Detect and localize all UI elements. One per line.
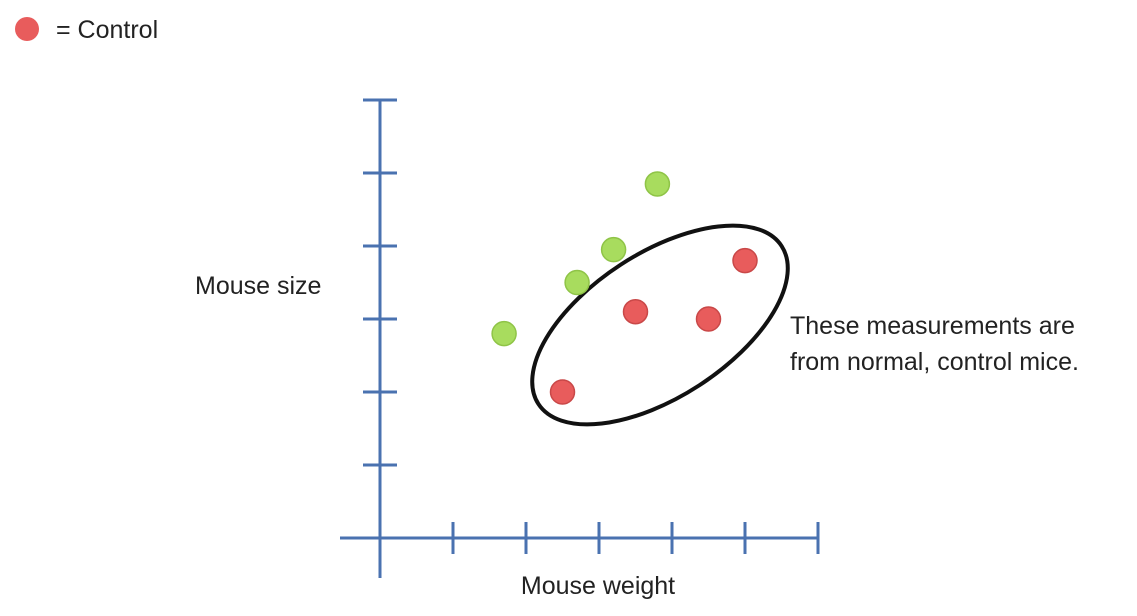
legend: = Control xyxy=(15,16,158,44)
series-2-point xyxy=(600,236,627,263)
data-points xyxy=(491,171,758,405)
legend-label: = Control xyxy=(56,16,158,44)
x-axis-label: Mouse weight xyxy=(521,572,675,600)
control-point xyxy=(622,298,649,325)
control-point xyxy=(695,306,722,332)
series-2-point xyxy=(644,171,671,197)
annotation-line-2: from normal, control mice. xyxy=(790,348,1079,376)
axes xyxy=(340,98,820,578)
y-axis-label: Mouse size xyxy=(195,272,321,300)
series-2-point xyxy=(564,269,590,296)
annotation: These measurements are from normal, cont… xyxy=(790,312,1079,376)
annotation-line-1: These measurements are xyxy=(790,312,1075,340)
control-point xyxy=(549,379,576,405)
legend-marker xyxy=(15,17,39,41)
control-group-ellipse xyxy=(530,223,790,427)
control-point xyxy=(732,247,758,274)
series-2-point xyxy=(491,320,517,347)
